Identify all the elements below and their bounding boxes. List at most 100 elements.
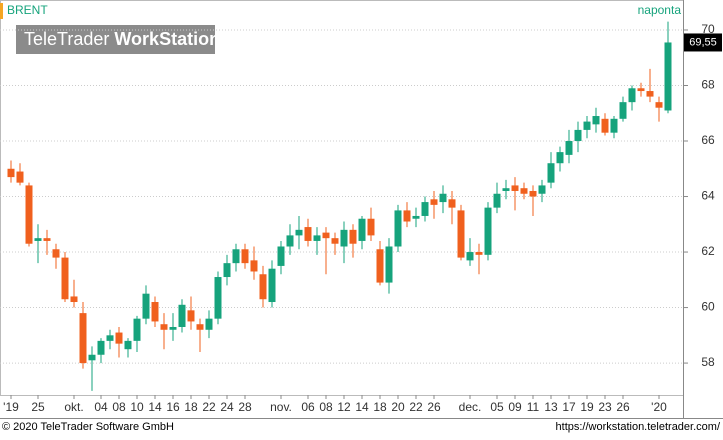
x-tick-label: 14 bbox=[355, 400, 369, 414]
y-tick-label: 70 bbox=[701, 22, 715, 36]
candle-body bbox=[187, 310, 195, 322]
x-tick-label: 18 bbox=[373, 400, 387, 414]
watermark-light: TeleTrader bbox=[24, 29, 109, 49]
candle-body bbox=[583, 121, 591, 130]
candle-body bbox=[493, 193, 501, 208]
x-tick-label: 25 bbox=[31, 400, 45, 414]
x-tick-label: dec. bbox=[459, 400, 482, 414]
x-tick-label: 22 bbox=[202, 400, 216, 414]
chart-title: BRENT bbox=[7, 3, 48, 17]
candle-body bbox=[592, 116, 600, 125]
candle-body bbox=[556, 152, 564, 164]
candle-body bbox=[565, 141, 573, 155]
candle-body bbox=[511, 185, 519, 191]
candle-body bbox=[547, 163, 555, 183]
copyright: © 2020 TeleTrader Software GmbH bbox=[2, 421, 174, 433]
candle-body bbox=[7, 168, 15, 178]
x-tick-label: okt. bbox=[64, 400, 83, 414]
candle-body bbox=[268, 268, 276, 303]
candle-body bbox=[25, 185, 33, 244]
candle-body bbox=[106, 335, 114, 341]
candle-body bbox=[70, 296, 78, 303]
candle-body bbox=[250, 260, 258, 272]
candle-body bbox=[178, 304, 186, 327]
candle-body bbox=[133, 318, 141, 341]
x-tick-label: 08 bbox=[319, 400, 333, 414]
plot-frame bbox=[0, 0, 684, 396]
candle-body bbox=[205, 318, 213, 330]
x-tick-label: 28 bbox=[238, 400, 252, 414]
candle-body bbox=[457, 210, 465, 258]
candle-body bbox=[160, 324, 168, 330]
x-tick-label: 26 bbox=[616, 400, 630, 414]
candle-body bbox=[430, 199, 438, 205]
candle-body bbox=[484, 207, 492, 255]
candle-body bbox=[610, 118, 618, 133]
y-tick-label: 64 bbox=[701, 189, 715, 203]
x-tick-label: 26 bbox=[427, 400, 441, 414]
candle-body bbox=[277, 246, 285, 266]
x-tick-label: '19 bbox=[3, 400, 19, 414]
candle-body bbox=[43, 238, 51, 241]
candle-body bbox=[331, 238, 339, 244]
last-price-box bbox=[684, 33, 722, 52]
x-tick-label: 10 bbox=[130, 400, 144, 414]
y-tick-label: 68 bbox=[701, 78, 715, 92]
candle-body bbox=[646, 91, 654, 97]
candle-body bbox=[349, 229, 357, 244]
candle-body bbox=[664, 42, 672, 111]
x-tick-label: 13 bbox=[544, 400, 558, 414]
watermark-box bbox=[16, 25, 215, 54]
x-tick-label: 23 bbox=[598, 400, 612, 414]
candle-body bbox=[385, 246, 393, 283]
candle-body bbox=[88, 354, 96, 361]
x-tick-label: 16 bbox=[166, 400, 180, 414]
candle-body bbox=[340, 229, 348, 247]
candle-body bbox=[16, 171, 24, 183]
candle-body bbox=[439, 193, 447, 203]
candle-body bbox=[322, 232, 330, 239]
x-tick-label: 12 bbox=[337, 400, 351, 414]
x-tick-label: 05 bbox=[490, 400, 504, 414]
candle-body bbox=[412, 215, 420, 219]
candle-body bbox=[259, 274, 267, 300]
watermark: TeleTrader WorkStation bbox=[24, 29, 220, 49]
y-tick-label: 60 bbox=[701, 300, 715, 314]
candle-body bbox=[214, 277, 222, 319]
candle-body bbox=[475, 252, 483, 255]
candle-body bbox=[304, 227, 312, 241]
candle-body bbox=[295, 229, 303, 236]
x-tick-label: 14 bbox=[148, 400, 162, 414]
x-tick-label: 17 bbox=[562, 400, 576, 414]
candle-body bbox=[97, 340, 105, 355]
candle-body bbox=[232, 249, 240, 264]
x-tick-label: 11 bbox=[527, 400, 540, 414]
candle-body bbox=[52, 249, 60, 258]
y-tick-label: 62 bbox=[701, 244, 715, 258]
candle-body bbox=[223, 263, 231, 278]
x-tick-label: 22 bbox=[409, 400, 423, 414]
candle-body bbox=[34, 238, 42, 241]
candle-body bbox=[628, 88, 636, 103]
y-tick-label: 66 bbox=[701, 133, 715, 147]
candle-body bbox=[142, 293, 150, 319]
x-tick-label: '20 bbox=[651, 400, 667, 414]
candle-body bbox=[448, 199, 456, 208]
candle-body bbox=[637, 88, 645, 92]
x-tick-label: 04 bbox=[94, 400, 108, 414]
x-tick-label: 20 bbox=[391, 400, 405, 414]
candle-body bbox=[655, 102, 663, 108]
candle-body bbox=[367, 218, 375, 236]
candle-body bbox=[115, 332, 123, 344]
candle-body bbox=[79, 313, 87, 364]
candle-body bbox=[520, 188, 528, 194]
candle-body bbox=[313, 235, 321, 241]
candle-body bbox=[403, 210, 411, 222]
candle-body bbox=[358, 218, 366, 241]
candle-body bbox=[376, 249, 384, 283]
x-tick-label: nov. bbox=[270, 400, 292, 414]
candle-body bbox=[574, 129, 582, 142]
x-tick-label: 18 bbox=[184, 400, 198, 414]
series-indicator bbox=[0, 3, 3, 19]
